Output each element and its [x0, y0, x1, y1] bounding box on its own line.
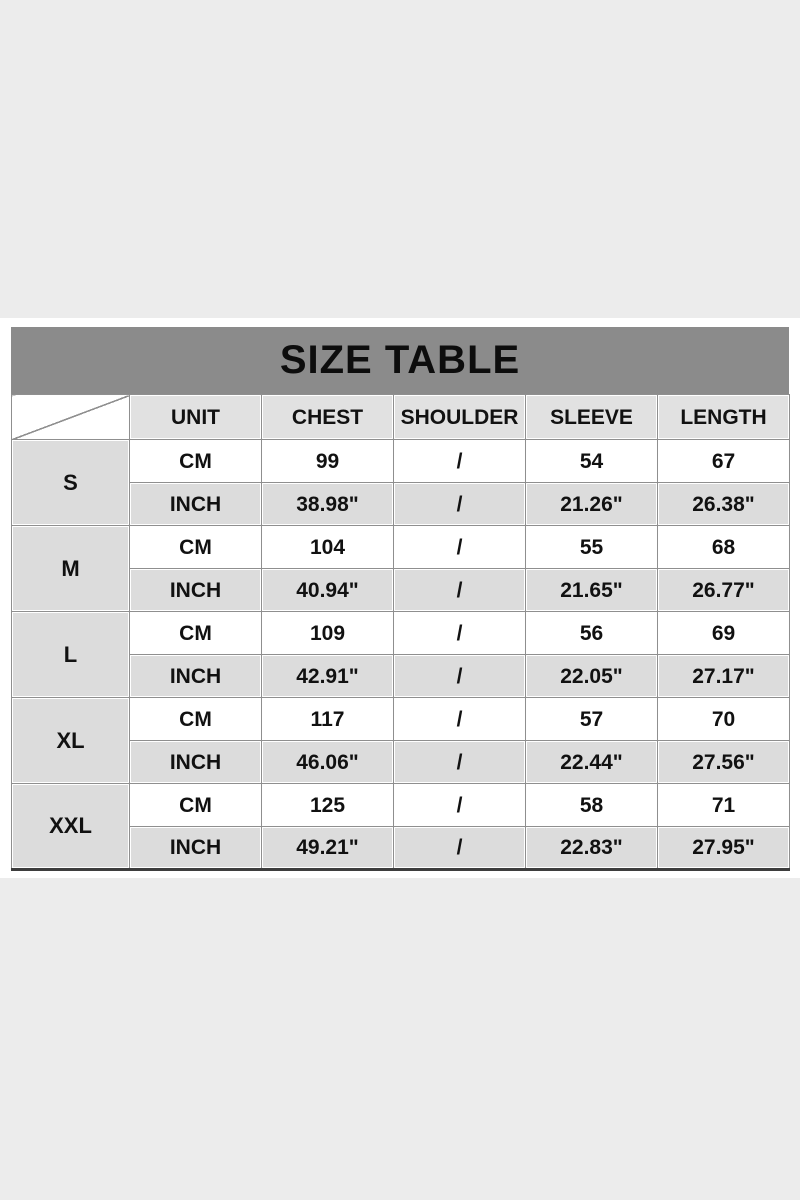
column-header-unit: UNIT: [129, 394, 262, 440]
value-cell: /: [393, 783, 526, 827]
table-row-inch: INCH 40.94" / 21.65" 26.77": [12, 568, 790, 612]
value-cell: /: [393, 525, 526, 569]
value-cell: 46.06": [261, 740, 394, 784]
value-cell: 26.77": [657, 568, 790, 612]
table-row-inch: INCH 38.98" / 21.26" 26.38": [12, 482, 790, 526]
table-row-inch: INCH 49.21" / 22.83" 27.95": [12, 826, 790, 870]
value-cell: 22.05": [525, 654, 658, 698]
column-header-sleeve: SLEEVE: [525, 394, 658, 440]
value-cell: 21.65": [525, 568, 658, 612]
table-row-cm: XXL CM 125 / 58 71: [11, 783, 790, 870]
value-cell: 58: [525, 783, 658, 827]
value-cell: 54: [525, 439, 658, 483]
size-label: S: [11, 439, 130, 526]
diagonal-cell: [11, 394, 130, 440]
value-cell: 67: [657, 439, 790, 483]
value-cell: 109: [261, 611, 394, 655]
value-cell: 38.98": [261, 482, 394, 526]
column-header-chest: CHEST: [261, 394, 394, 440]
size-chart: SIZE TABLE UNIT CHEST SHOULDER SLEEVE LE…: [11, 327, 790, 871]
value-cell: /: [393, 697, 526, 741]
table-row-cm: XL CM 117 / 57 70: [11, 697, 790, 784]
value-cell: 27.95": [657, 826, 790, 870]
value-cell: 71: [657, 783, 790, 827]
value-cell: /: [393, 439, 526, 483]
size-label: XL: [11, 697, 130, 784]
value-cell: 104: [261, 525, 394, 569]
unit-cell: CM: [129, 611, 262, 655]
table-title: SIZE TABLE: [11, 327, 789, 394]
value-cell: /: [393, 482, 526, 526]
unit-cell: CM: [129, 525, 262, 569]
unit-cell: CM: [129, 697, 262, 741]
unit-cell: INCH: [129, 482, 262, 526]
value-cell: /: [393, 826, 526, 870]
value-cell: 69: [657, 611, 790, 655]
value-cell: 27.56": [657, 740, 790, 784]
value-cell: 42.91": [261, 654, 394, 698]
value-cell: 125: [261, 783, 394, 827]
value-cell: 27.17": [657, 654, 790, 698]
value-cell: /: [393, 654, 526, 698]
unit-cell: INCH: [129, 740, 262, 784]
header-row: UNIT CHEST SHOULDER SLEEVE LENGTH: [11, 394, 790, 440]
value-cell: 55: [525, 525, 658, 569]
value-cell: 57: [525, 697, 658, 741]
size-label: L: [11, 611, 130, 698]
value-cell: 22.44": [525, 740, 658, 784]
unit-cell: INCH: [129, 568, 262, 612]
unit-cell: INCH: [129, 826, 262, 870]
unit-cell: INCH: [129, 654, 262, 698]
value-cell: 56: [525, 611, 658, 655]
value-cell: 49.21": [261, 826, 394, 870]
size-table: UNIT CHEST SHOULDER SLEEVE LENGTH S CM 9…: [11, 394, 790, 871]
table-row-cm: L CM 109 / 56 69: [11, 611, 790, 698]
column-header-shoulder: SHOULDER: [393, 394, 526, 440]
size-label: M: [11, 525, 130, 612]
value-cell: /: [393, 568, 526, 612]
unit-cell: CM: [129, 783, 262, 827]
table-row-cm: S CM 99 / 54 67: [11, 439, 790, 526]
value-cell: 26.38": [657, 482, 790, 526]
value-cell: 117: [261, 697, 394, 741]
size-label: XXL: [11, 783, 130, 870]
column-header-length: LENGTH: [657, 394, 790, 440]
value-cell: /: [393, 740, 526, 784]
value-cell: /: [393, 611, 526, 655]
value-cell: 22.83": [525, 826, 658, 870]
value-cell: 99: [261, 439, 394, 483]
value-cell: 40.94": [261, 568, 394, 612]
value-cell: 21.26": [525, 482, 658, 526]
unit-cell: CM: [129, 439, 262, 483]
value-cell: 70: [657, 697, 790, 741]
value-cell: 68: [657, 525, 790, 569]
table-row-cm: M CM 104 / 55 68: [11, 525, 790, 612]
